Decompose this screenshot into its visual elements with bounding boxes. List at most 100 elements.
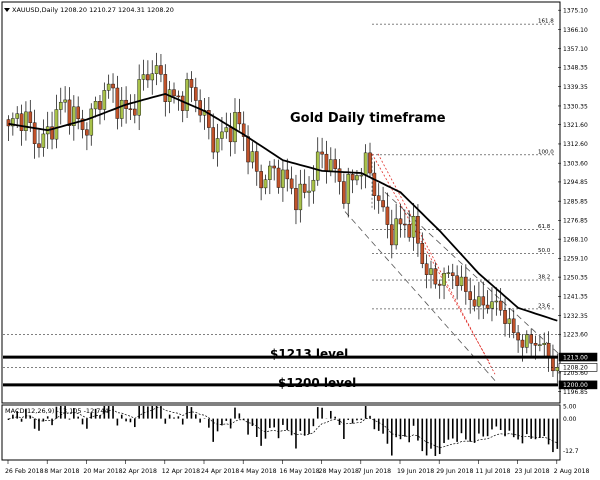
candle-body: [224, 127, 229, 133]
candle-body: [333, 159, 337, 169]
fib-level-label: 23.6: [538, 303, 551, 309]
fib-level-label: 38.2: [538, 275, 550, 281]
price-tick-label: 1241.35: [563, 294, 588, 301]
price-tick-label: 1330.35: [563, 103, 588, 110]
candle-body: [85, 129, 89, 136]
candle-body: [6, 119, 11, 127]
candle-body: [141, 74, 146, 80]
candle-body: [115, 87, 120, 119]
price-tick-label: 1366.10: [563, 27, 588, 34]
candle-body: [298, 183, 303, 211]
date-tick-label: 2 Aug 2018: [554, 468, 590, 475]
candle-body: [542, 342, 547, 345]
candle-body: [442, 273, 446, 286]
date-tick-label: 12 Apr 2018: [162, 468, 200, 475]
candle-body: [80, 118, 85, 130]
price-tag-label: 1208.20: [563, 365, 588, 372]
price-tick-label: 1348.35: [563, 65, 588, 72]
macd-axis-label: 5.00: [563, 403, 577, 410]
candle-body: [289, 178, 294, 189]
candle-body: [381, 200, 385, 208]
candle-body: [37, 143, 41, 148]
candle-body: [233, 112, 237, 143]
candle-body: [24, 111, 28, 131]
date-tick-label: 20 Mar 2018: [83, 468, 122, 475]
level-1213-label: $1213 level: [270, 347, 348, 361]
price-tick-label: 1285.85: [563, 198, 588, 205]
candle-body: [416, 215, 420, 244]
candle-body: [106, 83, 111, 91]
candle-body: [342, 181, 346, 204]
candle-body: [207, 110, 211, 128]
candle-body: [220, 131, 224, 139]
candle-body: [455, 275, 459, 286]
fib-level-label: 61.8: [538, 224, 551, 230]
candle-body: [268, 165, 272, 180]
macd-signal-line: [8, 406, 558, 448]
moving-average: [8, 92, 558, 322]
candle-body: [520, 339, 525, 348]
candle-body: [128, 108, 133, 110]
candle-body: [67, 99, 72, 126]
price-tick-label: 1223.60: [563, 332, 588, 339]
candle-body: [146, 74, 150, 81]
candle-body: [555, 367, 560, 372]
price-tag-label: 1200.00: [563, 382, 588, 389]
candle-body: [450, 272, 455, 276]
candle-body: [302, 183, 307, 193]
candlestick-series: [6, 52, 560, 384]
price-tick-label: 1294.85: [563, 179, 588, 186]
candle-body: [320, 151, 324, 155]
candle-body: [420, 243, 425, 264]
candle-body: [63, 99, 67, 103]
candle-body: [98, 101, 102, 110]
candle-body: [237, 112, 242, 125]
date-axis: 26 Feb 2018 8 Mar 2018 20 Mar 2018 2 Apr 20…: [5, 460, 590, 475]
candle-body: [133, 108, 137, 116]
date-tick-label: 8 Mar 2018: [44, 468, 79, 475]
candle-body: [211, 127, 216, 153]
candle-body: [32, 122, 37, 144]
price-tick-label: 1321.60: [563, 122, 588, 129]
date-tick-label: 2 Apr 2018: [123, 468, 157, 475]
candle-body: [481, 296, 486, 306]
price-tag-label: 1213.00: [563, 354, 588, 361]
candle-body: [58, 101, 63, 110]
candle-body: [407, 224, 412, 238]
price-tick-label: 1259.10: [563, 256, 588, 263]
candle-body: [337, 168, 342, 182]
candle-body: [529, 334, 533, 344]
candle-body: [324, 153, 329, 171]
fib-level-label: 50.0: [538, 248, 551, 254]
candle-body: [490, 301, 494, 309]
price-tick-label: 1268.10: [563, 236, 588, 243]
candle-body: [11, 118, 15, 127]
price-tick-label: 1205.60: [563, 370, 588, 377]
date-tick-label: 4 May 2018: [240, 468, 276, 475]
fib-level-label: 100.0: [538, 149, 554, 155]
candle-body: [172, 89, 176, 97]
candle-body: [15, 113, 20, 119]
price-tag: [558, 380, 598, 390]
price-tick-label: 1375.10: [563, 8, 588, 15]
price-tag: [558, 352, 598, 362]
candle-body: [285, 169, 290, 180]
candle-body: [315, 151, 320, 181]
price-tick-label: 1357.10: [563, 46, 588, 53]
candle-body: [368, 152, 372, 174]
price-tag: [558, 363, 598, 372]
chart-annotation-title: Gold Daily timeframe: [290, 111, 446, 126]
price-axis: 1375.10 1366.10 1357.10 1348.35 1339.35 1330.…: [558, 8, 598, 396]
candle-body: [102, 90, 107, 110]
collapse-arrow-icon[interactable]: [4, 8, 10, 12]
candle-body: [159, 65, 163, 75]
candle-body: [429, 268, 433, 275]
candle-body: [163, 74, 168, 102]
candle-body: [54, 109, 59, 140]
candle-body: [246, 136, 250, 163]
candle-body: [372, 172, 377, 196]
date-tick-label: 24 Apr 2018: [201, 468, 239, 475]
fib-level-label: 161.8: [538, 19, 554, 25]
trend-channel: [344, 192, 561, 381]
